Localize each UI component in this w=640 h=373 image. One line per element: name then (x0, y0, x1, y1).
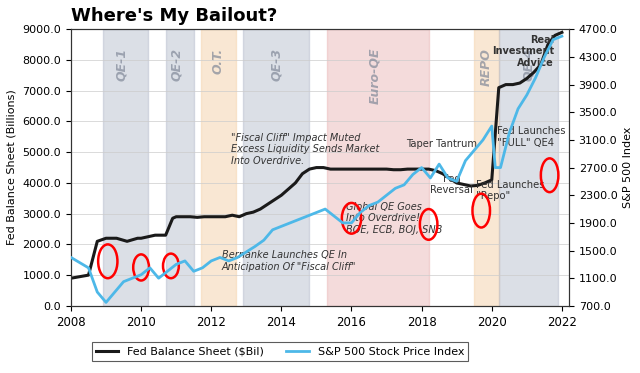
Y-axis label: Fed Balance Sheet (Billions): Fed Balance Sheet (Billions) (7, 90, 17, 245)
Text: QE-3: QE-3 (269, 48, 283, 81)
Bar (201, 29, 236, 306)
Text: Where's My Bailout?: Where's My Bailout? (71, 7, 277, 25)
Text: "Fiscal Cliff" Impact Muted
Excess Liquidity Sends Market
Into Overdrive.: "Fiscal Cliff" Impact Muted Excess Liqui… (230, 132, 379, 166)
Text: REPO: REPO (480, 48, 493, 85)
Text: Global QE Goes
Into Overdrive!
BOE, ECB, BOJ, SNB: Global QE Goes Into Overdrive! BOE, ECB,… (346, 202, 443, 235)
Bar (166, 29, 194, 306)
Bar (327, 29, 429, 306)
Bar (243, 29, 309, 306)
Bar (474, 29, 499, 306)
Bar (102, 29, 148, 306)
Text: Fed Launches
"Repo": Fed Launches "Repo" (476, 180, 545, 201)
Text: QE-4: QE-4 (522, 48, 535, 81)
Y-axis label: S&P 500 Index: S&P 500 Index (623, 127, 633, 208)
Text: Real
Investment
Advice: Real Investment Advice (492, 35, 554, 68)
Text: QE-1: QE-1 (115, 48, 128, 81)
Text: Fed Launches
"FULL" QE4: Fed Launches "FULL" QE4 (497, 126, 566, 148)
Text: Euro-QE: Euro-QE (368, 48, 381, 104)
Text: Taper Tantrum: Taper Tantrum (406, 139, 477, 148)
Text: QE-2: QE-2 (170, 48, 182, 81)
Bar (499, 29, 558, 306)
Legend: Fed Balance Sheet ($Bil), S&P 500 Stock Price Index: Fed Balance Sheet ($Bil), S&P 500 Stock … (92, 342, 468, 361)
Text: O.T.: O.T. (212, 48, 225, 74)
Text: Bernanke Launches QE In
Anticipation Of "Fiscal Cliff": Bernanke Launches QE In Anticipation Of … (221, 251, 356, 272)
Text: Fed
Reversal: Fed Reversal (430, 174, 473, 195)
